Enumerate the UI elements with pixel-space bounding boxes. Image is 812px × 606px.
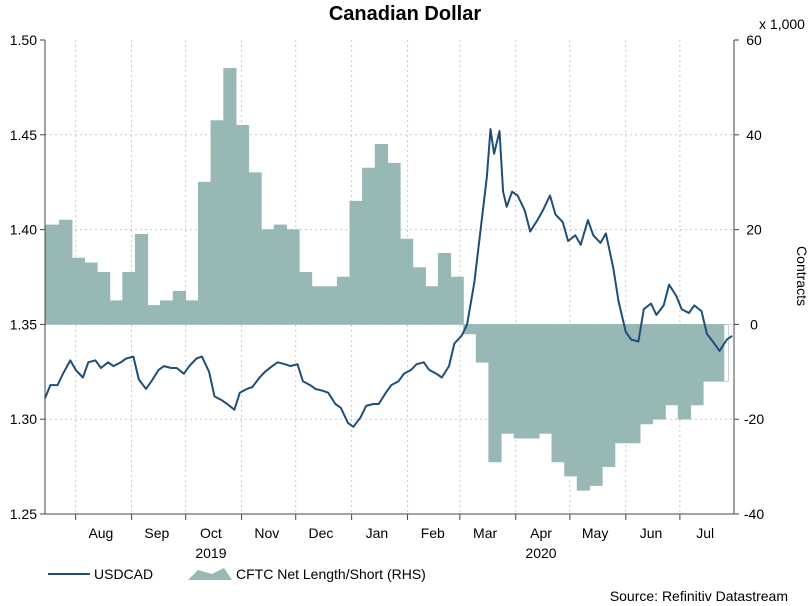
right-tick-label: 40	[746, 127, 762, 143]
left-tick-label: 1.30	[10, 411, 37, 427]
x-year-label: 2020	[525, 545, 556, 561]
legend-cftc-label: CFTC Net Length/Short (RHS)	[236, 566, 426, 582]
left-axis-ticks: 1.25 1.30 1.35 1.40 1.45 1.50	[10, 32, 45, 522]
x-month-label: Jul	[696, 525, 714, 541]
cftc-area-layer	[44, 68, 729, 491]
left-tick-label: 1.35	[10, 316, 37, 332]
x-month-label: Apr	[530, 525, 552, 541]
left-tick-label: 1.25	[10, 506, 37, 522]
x-month-label: Nov	[254, 525, 279, 541]
x-month-label: Mar	[473, 525, 497, 541]
usdcad-line	[44, 128, 733, 428]
x-month-label: Feb	[421, 525, 445, 541]
right-tick-label: -40	[744, 506, 764, 522]
cftc-area	[44, 68, 729, 491]
legend: USDCAD CFTC Net Length/Short (RHS)	[48, 566, 426, 582]
x-year-label: 2019	[195, 545, 226, 561]
x-month-label: May	[582, 525, 608, 541]
right-tick-label: 20	[746, 222, 762, 238]
x-month-label: Sep	[144, 525, 169, 541]
usdcad-line-layer	[44, 128, 733, 428]
x-axis-ticks: Aug Sep Oct Nov Dec Jan Feb Mar Apr May Jun Jul 2019…	[75, 514, 714, 561]
legend-usdcad-label: USDCAD	[94, 566, 153, 582]
right-axis-ticks: -40 -20 0 20 40 60	[734, 32, 764, 522]
x-month-label: Aug	[88, 525, 113, 541]
left-tick-label: 1.45	[10, 127, 37, 143]
x-month-label: Dec	[309, 525, 334, 541]
legend-cftc-swatch	[188, 568, 232, 580]
chart-title: Canadian Dollar	[329, 3, 481, 25]
y2-axis-label: Contracts	[794, 246, 810, 306]
left-tick-label: 1.40	[10, 222, 37, 238]
source-note: Source: Refinitiv Datastream	[610, 588, 788, 604]
x-month-label: Jan	[366, 525, 389, 541]
axes	[44, 40, 735, 515]
right-tick-label: 60	[746, 32, 762, 48]
y2-multiplier-label: x 1,000	[759, 16, 805, 32]
x-month-label: Oct	[200, 525, 222, 541]
right-tick-label: 0	[750, 316, 758, 332]
right-tick-label: -20	[744, 411, 764, 427]
x-month-label: Jun	[640, 525, 663, 541]
left-tick-label: 1.50	[10, 32, 37, 48]
